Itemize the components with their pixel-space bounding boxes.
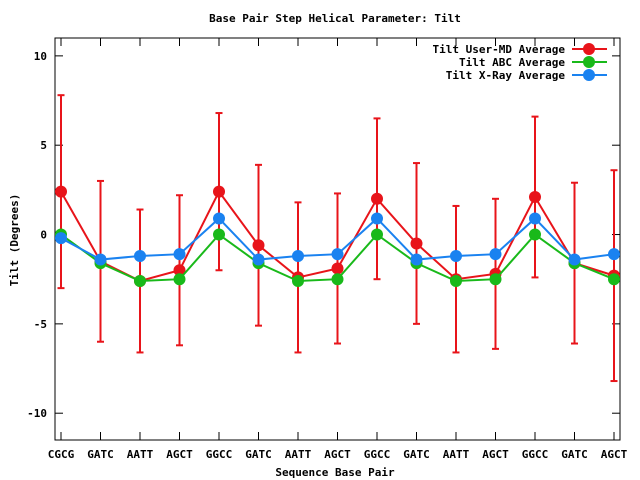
- y-tick-label: -5: [34, 318, 47, 331]
- data-point: [173, 248, 186, 261]
- legend-label: Tilt X-Ray Average: [446, 69, 566, 82]
- data-point: [331, 248, 344, 261]
- x-tick-label: GGCC: [364, 448, 391, 461]
- y-tick-label: -10: [27, 407, 47, 420]
- data-point: [371, 212, 383, 225]
- y-axis-label: Tilt (Degrees): [8, 194, 21, 287]
- x-tick-label: GATC: [403, 448, 430, 461]
- data-point: [410, 237, 423, 250]
- data-point: [529, 212, 541, 225]
- x-tick-label: GGCC: [206, 448, 233, 461]
- legend-marker: [583, 69, 595, 81]
- data-point: [608, 248, 620, 261]
- data-point: [410, 253, 423, 266]
- x-tick-label: AATT: [443, 448, 470, 461]
- x-tick-label: GATC: [245, 448, 272, 461]
- data-point: [568, 253, 581, 266]
- data-point: [450, 249, 462, 262]
- data-point: [252, 253, 265, 266]
- chart-title: Base Pair Step Helical Parameter: Tilt: [209, 12, 461, 25]
- data-point: [55, 232, 67, 245]
- data-point: [292, 274, 304, 287]
- y-tick-label: 10: [34, 50, 47, 63]
- x-tick-label: GATC: [87, 448, 114, 461]
- data-point: [529, 191, 541, 204]
- legend-label: Tilt ABC Average: [459, 56, 565, 69]
- x-tick-label: AGCT: [482, 448, 509, 461]
- x-tick-label: AATT: [285, 448, 312, 461]
- data-point: [173, 273, 186, 286]
- data-point: [529, 228, 541, 241]
- data-point: [94, 253, 107, 266]
- x-tick-label: AGCT: [601, 448, 628, 461]
- series-layer: [55, 185, 620, 287]
- data-point: [173, 264, 186, 277]
- data-point: [134, 274, 146, 287]
- x-tick-label: AGCT: [324, 448, 351, 461]
- data-point: [371, 228, 383, 241]
- data-point: [489, 248, 502, 261]
- data-point: [213, 212, 225, 225]
- data-point: [371, 192, 383, 205]
- y-tick-label: 0: [40, 229, 47, 242]
- x-tick-label: CGCG: [48, 448, 75, 461]
- data-point: [213, 228, 225, 241]
- data-point: [55, 185, 67, 198]
- data-point: [134, 249, 146, 262]
- x-tick-label: AGCT: [166, 448, 193, 461]
- data-point: [608, 273, 620, 286]
- x-tick-label: GATC: [561, 448, 588, 461]
- data-point: [252, 239, 265, 252]
- y-tick-label: 5: [40, 139, 47, 152]
- data-point: [292, 249, 304, 262]
- series-group: [55, 212, 620, 266]
- data-point: [331, 273, 344, 286]
- legend-label: Tilt User-MD Average: [433, 43, 566, 56]
- data-point: [489, 273, 502, 286]
- legend-marker: [583, 56, 595, 68]
- x-axis-label: Sequence Base Pair: [275, 466, 395, 479]
- axes: -10 -5 0 5 10 CGCG GATC AATT AGCT GGCC GATC AATT AGC…: [27, 37, 628, 461]
- data-point: [331, 262, 344, 275]
- x-tick-label: GGCC: [522, 448, 549, 461]
- x-tick-label: AATT: [127, 448, 154, 461]
- data-point: [213, 185, 225, 198]
- data-point: [450, 274, 462, 287]
- legend-marker: [583, 43, 595, 55]
